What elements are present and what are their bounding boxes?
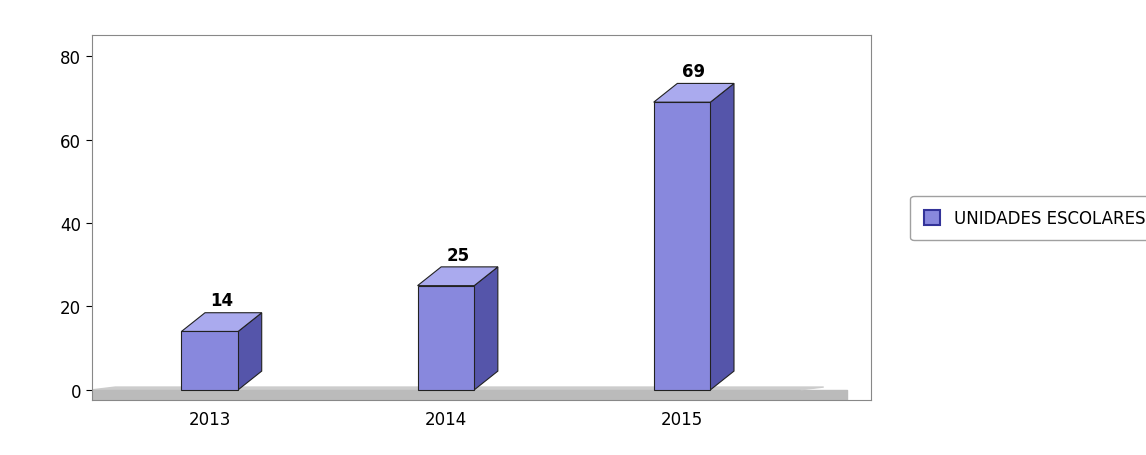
Text: 14: 14 (210, 292, 233, 310)
Polygon shape (92, 387, 824, 390)
Polygon shape (181, 332, 238, 390)
Polygon shape (711, 84, 733, 390)
Polygon shape (653, 84, 733, 103)
Polygon shape (92, 390, 800, 400)
Polygon shape (417, 267, 497, 286)
Polygon shape (653, 103, 711, 390)
Polygon shape (417, 286, 474, 390)
Polygon shape (474, 267, 497, 390)
Legend: UNIDADES ESCOLARES: UNIDADES ESCOLARES (910, 196, 1146, 241)
Text: 25: 25 (446, 246, 469, 264)
Polygon shape (181, 313, 261, 332)
Text: 69: 69 (682, 63, 706, 81)
Polygon shape (238, 313, 261, 390)
